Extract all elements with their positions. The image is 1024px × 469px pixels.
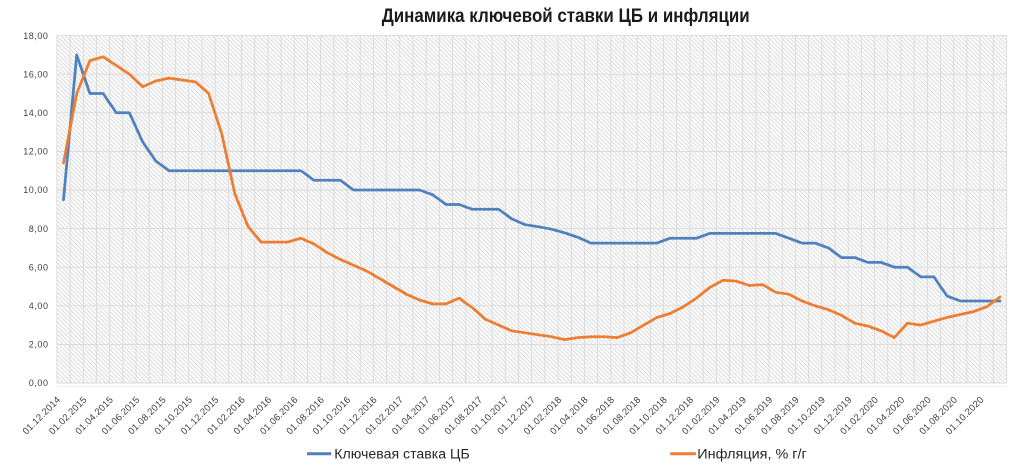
svg-text:4,00: 4,00 (29, 301, 49, 311)
svg-text:14,00: 14,00 (23, 108, 48, 118)
svg-text:0,00: 0,00 (29, 378, 49, 388)
svg-text:8,00: 8,00 (29, 224, 49, 234)
svg-text:10,00: 10,00 (23, 185, 48, 195)
svg-text:18,00: 18,00 (23, 31, 48, 41)
svg-text:Динамика ключевой ставки ЦБ и: Динамика ключевой ставки ЦБ и инфляции (382, 6, 750, 27)
svg-text:16,00: 16,00 (23, 69, 48, 79)
svg-text:12,00: 12,00 (23, 147, 48, 157)
svg-text:6,00: 6,00 (29, 262, 49, 272)
svg-text:2,00: 2,00 (29, 340, 49, 350)
svg-text:Ключевая ставка ЦБ: Ключевая ставка ЦБ (334, 446, 470, 461)
svg-text:Инфляция, % г/г: Инфляция, % г/г (697, 446, 807, 461)
